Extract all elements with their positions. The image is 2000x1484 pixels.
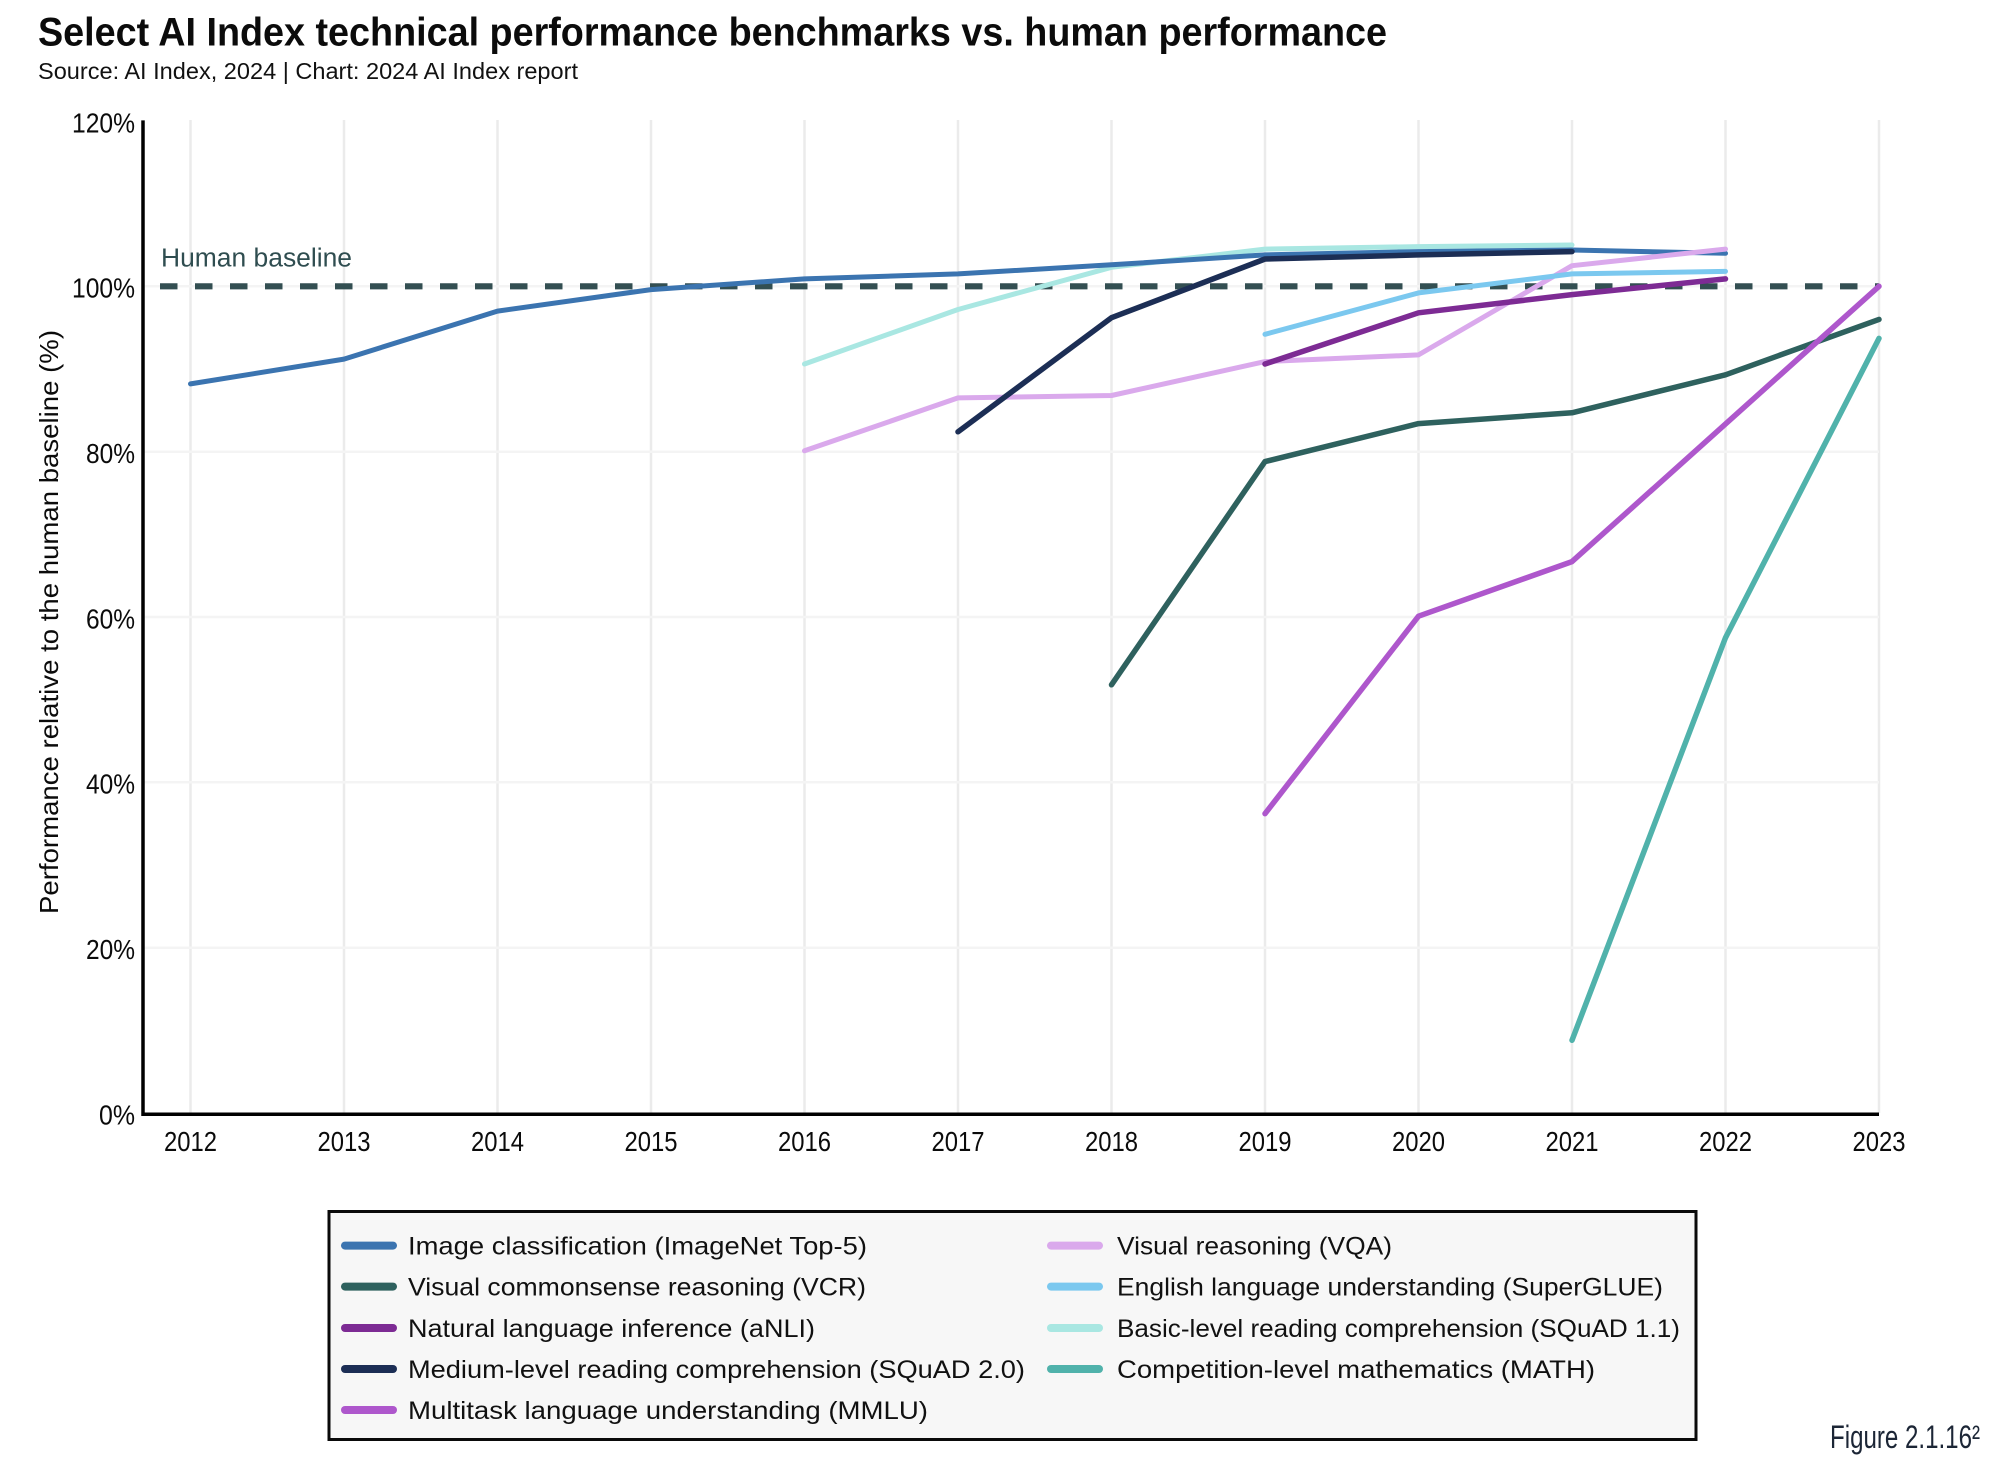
svg-text:2016: 2016 <box>778 1126 831 1157</box>
svg-text:0%: 0% <box>99 1099 135 1130</box>
svg-text:Performance relative to the hu: Performance relative to the human baseli… <box>34 330 64 914</box>
svg-text:2015: 2015 <box>625 1126 678 1157</box>
svg-text:2013: 2013 <box>318 1126 371 1157</box>
svg-text:80%: 80% <box>86 438 135 469</box>
svg-text:2019: 2019 <box>1239 1126 1292 1157</box>
svg-text:60%: 60% <box>86 603 135 634</box>
svg-text:2017: 2017 <box>932 1126 985 1157</box>
svg-text:2021: 2021 <box>1546 1126 1599 1157</box>
svg-text:Figure 2.1.16²: Figure 2.1.16² <box>1830 1419 1980 1455</box>
svg-text:Multitask language understandi: Multitask language understanding (MMLU) <box>408 1397 928 1425</box>
svg-text:2014: 2014 <box>471 1126 524 1157</box>
svg-text:Visual reasoning (VQA): Visual reasoning (VQA) <box>1117 1233 1392 1261</box>
svg-text:English language understanding: English language understanding (SuperGLU… <box>1117 1274 1663 1302</box>
svg-text:2012: 2012 <box>164 1126 217 1157</box>
svg-text:Basic-level reading comprehens: Basic-level reading comprehension (SQuAD… <box>1117 1315 1680 1343</box>
svg-text:Visual commonsense reasoning (: Visual commonsense reasoning (VCR) <box>408 1274 866 1302</box>
svg-text:Image classification (ImageNet: Image classification (ImageNet Top-5) <box>408 1233 867 1261</box>
svg-text:Human baseline: Human baseline <box>161 245 352 273</box>
svg-text:20%: 20% <box>86 934 135 965</box>
svg-text:2023: 2023 <box>1853 1126 1906 1157</box>
svg-text:Natural language inference (aN: Natural language inference (aNLI) <box>408 1315 815 1343</box>
svg-text:2020: 2020 <box>1392 1126 1445 1157</box>
svg-text:100%: 100% <box>72 273 135 304</box>
svg-text:Source: AI Index, 2024 | Chart: Source: AI Index, 2024 | Chart: 2024 AI … <box>38 58 578 84</box>
svg-text:2018: 2018 <box>1085 1126 1138 1157</box>
svg-text:Medium-level reading comprehen: Medium-level reading comprehension (SQuA… <box>408 1356 1025 1384</box>
svg-text:2022: 2022 <box>1699 1126 1752 1157</box>
svg-text:Select AI Index technical perf: Select AI Index technical performance be… <box>38 11 1387 55</box>
svg-text:120%: 120% <box>72 107 135 138</box>
svg-text:40%: 40% <box>86 769 135 800</box>
svg-text:Competition-level mathematics: Competition-level mathematics (MATH) <box>1117 1356 1595 1384</box>
